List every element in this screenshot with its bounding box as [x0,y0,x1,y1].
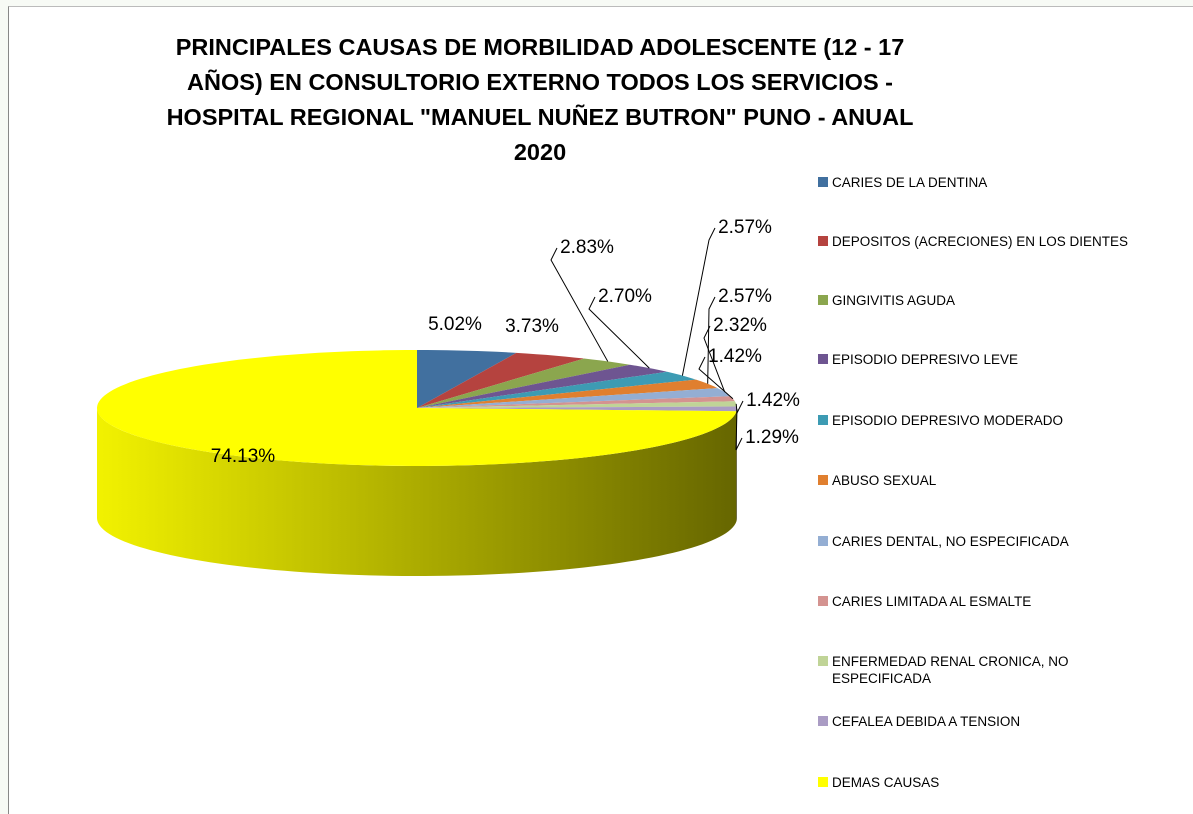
legend-swatch [818,295,828,305]
legend-swatch [818,656,828,666]
legend-label: DEMAS CAUSAS [832,775,940,790]
slice [417,364,668,408]
data-label: 1.29% [745,427,799,448]
legend-label: DEPOSITOS (ACRECIONES) EN LOS DIENTES [832,234,1129,249]
slice [417,350,517,408]
leader-line [588,296,650,369]
leader-line [707,296,716,384]
legend-label: CARIES LIMITADA AL ESMALTE [832,594,1032,609]
slice [417,352,585,408]
legend-entry: DEMAS CAUSAS [818,774,1163,791]
legend-entry: CARIES LIMITADA AL ESMALTE [818,593,1163,610]
legend-label: GINGIVITIS AGUDA [832,293,956,308]
data-label: 74.13% [211,446,276,467]
legend-swatch [818,415,828,425]
chart-title: PRINCIPALES CAUSAS DE MORBILIDAD ADOLESC… [166,34,914,165]
leader-line [698,356,734,400]
legend-swatch [818,354,828,364]
leader-line [550,247,609,362]
legend-entry: ABUSO SEXUAL [818,472,1163,489]
data-label: 1.42% [708,346,762,367]
slice [417,406,737,412]
legend-swatch [818,536,828,546]
legend-swatch [818,475,828,485]
leader-line [735,408,743,451]
legend-label: CEFALEA DEBIDA A TENSION [832,714,1021,729]
legend-entry: CARIES DE LA DENTINA [818,174,1163,191]
data-label: 1.42% [746,390,800,411]
legend-label: EPISODIO DEPRESIVO MODERADO [832,413,1064,428]
legend-entry: DEPOSITOS (ACRECIONES) EN LOS DIENTES [818,233,1163,250]
leader-line [703,325,726,393]
legend-swatch [818,177,828,187]
data-label: 2.32% [713,315,767,336]
slice [417,358,630,408]
legend-entry: GINGIVITIS AGUDA [818,292,1163,309]
legend-label: CARIES DENTAL, NO ESPECIFICADA [832,534,1069,549]
slice [417,396,735,408]
slice [417,388,731,408]
legend-swatch [818,596,828,606]
data-label: 2.70% [598,286,652,307]
legend-entry: CARIES DENTAL, NO ESPECIFICADA [818,533,1163,550]
data-label: 5.02% [428,314,482,335]
data-label: 2.83% [560,237,614,258]
data-label: 2.57% [718,286,772,307]
legend-label: ABUSO SEXUAL [832,473,937,488]
legend-label: CARIES DE LA DENTINA [832,175,988,190]
legend-swatch [818,716,828,726]
legend-entry: EPISODIO DEPRESIVO LEVE [818,351,1163,368]
slice [417,401,737,408]
legend-label: ENFERMEDAD RENAL CRONICA, NO ESPECIFICAD… [832,654,1069,686]
legend-swatch [818,236,828,246]
legend-swatch [818,777,828,787]
slice [97,350,737,466]
slice-side [97,408,737,576]
data-label: 2.57% [718,217,772,238]
slice [417,379,718,408]
leader-line [681,227,716,376]
slice [417,371,696,408]
data-label: 3.73% [505,316,559,337]
legend-label: EPISODIO DEPRESIVO LEVE [832,352,1019,367]
legend-entry: EPISODIO DEPRESIVO MODERADO [818,412,1163,429]
legend-entry: ENFERMEDAD RENAL CRONICA, NO ESPECIFICAD… [818,653,1163,687]
legend-entry: CEFALEA DEBIDA A TENSION [818,713,1163,730]
